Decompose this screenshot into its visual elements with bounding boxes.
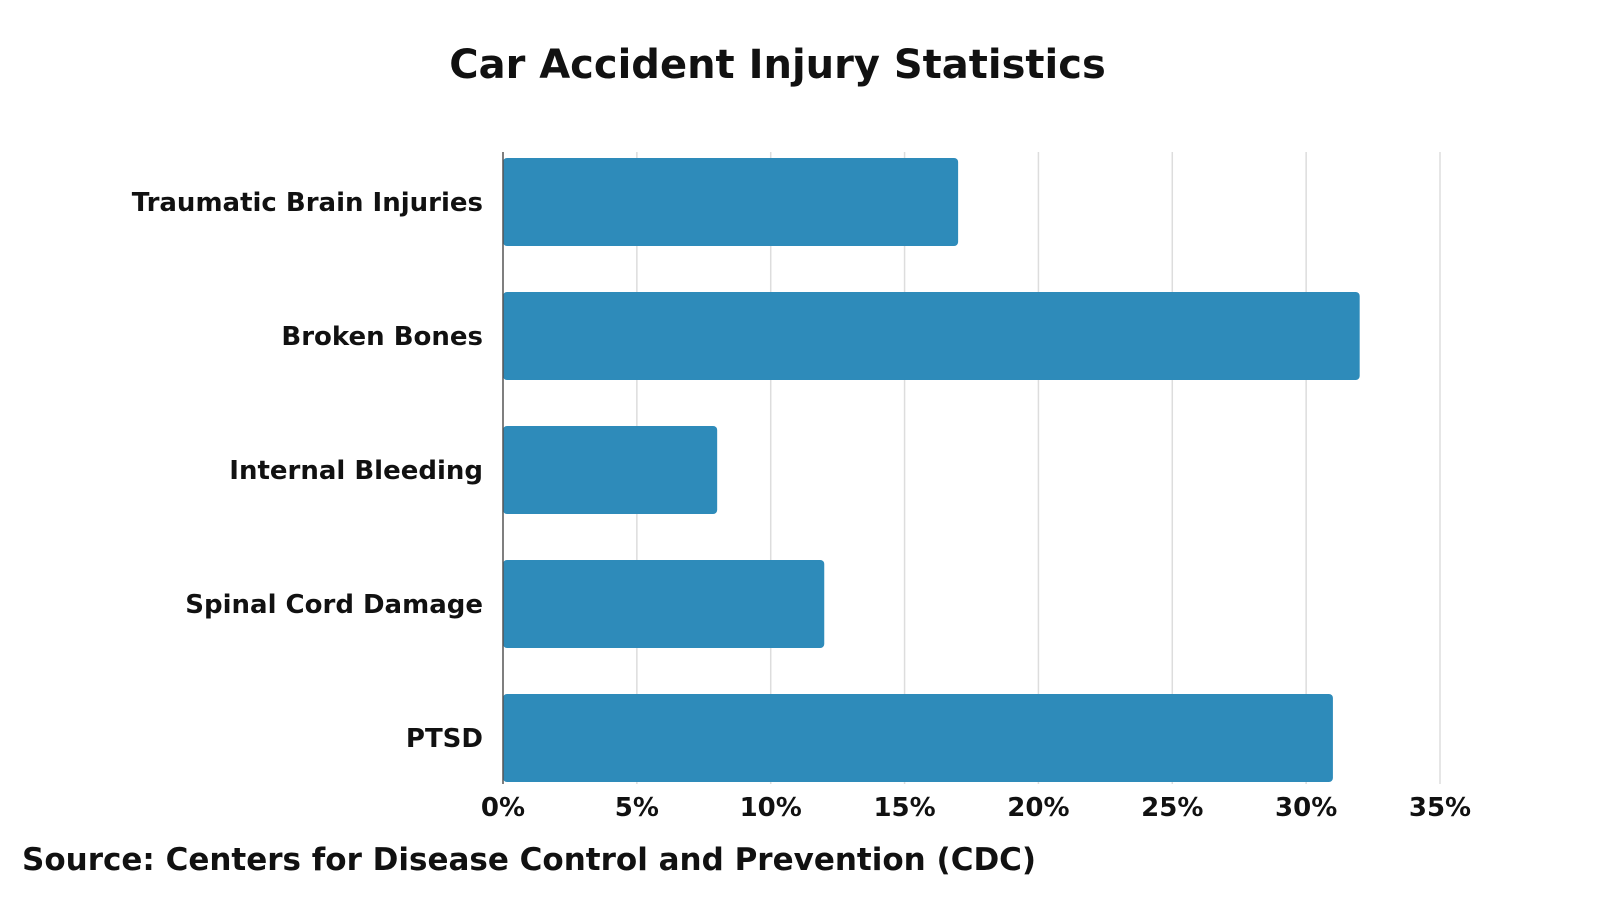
bars (503, 158, 1360, 782)
category-label: Traumatic Brain Injuries (132, 188, 483, 218)
bar (503, 694, 1333, 782)
x-tick-label: 20% (1007, 793, 1069, 823)
x-tick-label: 5% (615, 793, 659, 823)
bar (503, 426, 718, 514)
gridlines (636, 152, 1441, 784)
category-label: Internal Bleeding (229, 456, 483, 486)
bar (503, 158, 959, 246)
x-tick-label: 25% (1141, 793, 1203, 823)
x-tick-label: 15% (873, 793, 935, 823)
x-axis-tick-labels: 0% 5% 10% 15% 20% 25% 30% 35% (481, 793, 1471, 823)
x-tick-label: 35% (1409, 793, 1471, 823)
bar (503, 560, 825, 648)
x-tick-label: 10% (740, 793, 802, 823)
x-tick-label: 0% (481, 793, 525, 823)
category-labels: Traumatic Brain Injuries Broken Bones Inte… (132, 188, 483, 754)
source-note: Source: Centers for Disease Control and … (22, 842, 1037, 878)
bar (503, 292, 1360, 380)
x-tick-label: 30% (1275, 793, 1337, 823)
chart-title: Car Accident Injury Statistics (449, 42, 1106, 88)
category-label: PTSD (406, 724, 483, 754)
category-label: Spinal Cord Damage (185, 590, 483, 620)
category-label: Broken Bones (281, 322, 483, 352)
